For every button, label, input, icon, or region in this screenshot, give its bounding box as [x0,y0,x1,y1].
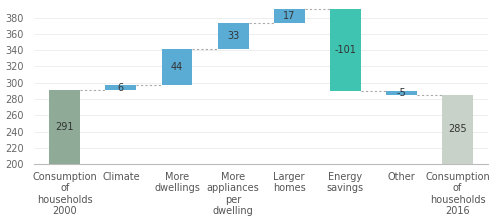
Text: 6: 6 [118,83,124,93]
Bar [330,9,360,91]
Bar [218,23,248,50]
Text: 44: 44 [171,62,183,72]
Bar [106,85,136,90]
Text: 285: 285 [448,125,467,135]
Text: 33: 33 [227,31,239,41]
Text: -101: -101 [334,45,356,55]
Text: 17: 17 [283,11,296,21]
Bar [162,50,192,85]
Bar [442,95,473,164]
Text: -5: -5 [396,88,406,98]
Bar [274,9,304,23]
Bar [386,91,417,95]
Bar [50,90,80,164]
Text: 291: 291 [56,122,74,132]
